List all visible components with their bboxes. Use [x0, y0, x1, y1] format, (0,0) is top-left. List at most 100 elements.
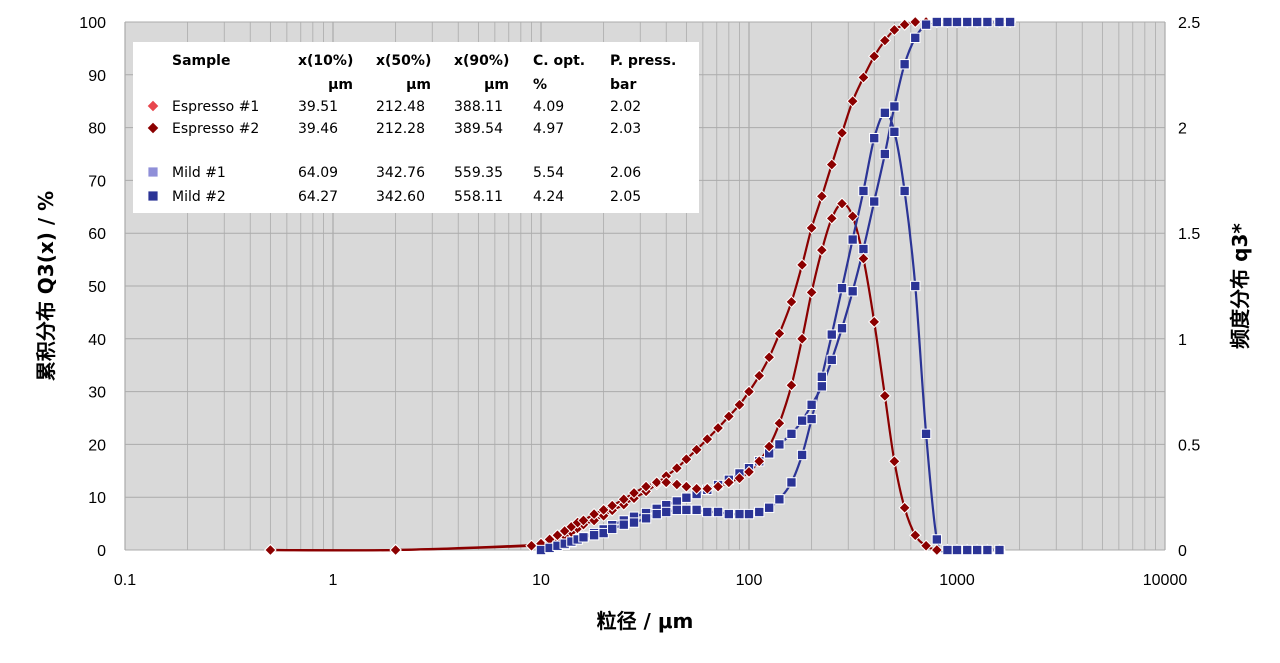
data-point-espresso-2-cumulative [815, 190, 829, 203]
data-point-mild-2-density [806, 413, 817, 425]
data-point-espresso-2-cumulative [878, 34, 892, 47]
data-point-mild-2-cumulative [910, 32, 921, 44]
data-point-espresso-2-density [617, 493, 630, 506]
data-point-mild-2-density [899, 185, 910, 197]
data-point-espresso-2-cumulative [909, 15, 922, 29]
data-point-espresso-2-density [587, 507, 601, 521]
data-point-espresso-2-cumulative [868, 50, 881, 63]
data-point-mild-2-density [796, 449, 808, 461]
data-point-espresso-2-density [733, 471, 746, 485]
data-point-mild-2-density [754, 506, 765, 518]
legend-header: x(10%) [298, 53, 353, 69]
y2-axis-title: 频度分布 q3* [1228, 223, 1252, 349]
data-point-espresso-2-density [701, 482, 714, 495]
data-point-espresso-2-cumulative [773, 327, 786, 340]
data-point-espresso-2-cumulative [680, 452, 693, 466]
data-point-espresso-2-cumulative [670, 461, 684, 475]
data-point-espresso-2-density [888, 455, 901, 468]
data-point-espresso-2-density [762, 440, 776, 453]
data-point-espresso-2-density [660, 476, 673, 489]
data-point-mild-2-cumulative [1004, 16, 1016, 28]
data-point-espresso-2-cumulative [722, 410, 736, 423]
legend-table: Sample x(10%) μm x(50%) μm x(90%) μm C. opt.% P.… [133, 42, 699, 213]
legend-header: P. press. [610, 53, 676, 69]
x-tick-label: 0.1 [114, 572, 136, 589]
data-point-espresso-2-density [919, 539, 933, 552]
data-point-espresso-2-cumulative [888, 23, 901, 37]
data-point-mild-2-density [691, 504, 702, 516]
data-point-mild-2-density [951, 544, 963, 556]
x-tick-label: 10000 [1143, 572, 1188, 589]
data-point-espresso-2-density [639, 480, 653, 493]
y-axis-title: 累积分布 Q3(x) / % [34, 191, 58, 381]
y2-tick-label: 0 [1178, 543, 1187, 560]
data-point-espresso-2-cumulative [701, 432, 714, 446]
data-point-espresso-2-density [930, 543, 944, 557]
legend-value: 559.35 [454, 165, 503, 181]
data-point-mild-2-density [962, 544, 973, 556]
data-point-mild-2-cumulative [899, 59, 910, 70]
data-point-mild-2-density [942, 544, 953, 556]
data-point-espresso-2-density [878, 389, 892, 403]
data-point-mild-2-cumulative [971, 16, 983, 28]
y-tick-label: 30 [88, 385, 106, 402]
legend-value: 212.28 [376, 121, 425, 137]
data-point-mild-2-density [971, 544, 983, 556]
data-point-espresso-2-cumulative [785, 295, 798, 309]
data-point-mild-2-density [982, 544, 993, 556]
axis-ticks: 0.1 1 10 100 1000 100000102030405060708090100… [79, 15, 1200, 589]
legend-sample-name: Espresso #1 [172, 99, 259, 115]
data-point-mild-2-density [920, 428, 932, 440]
data-point-mild-2-cumulative [671, 496, 683, 507]
legend-marker [146, 121, 160, 135]
data-point-espresso-2-density [785, 379, 798, 392]
y2-tick-label: 2.5 [1178, 15, 1200, 32]
data-point-espresso-2-cumulative [587, 514, 601, 527]
data-point-mild-2-cumulative [681, 492, 692, 503]
legend-sample-name: Mild #2 [172, 189, 226, 205]
data-point-mild-2-density [826, 329, 837, 340]
legend-header-unit: bar [610, 77, 636, 93]
legend-value: 64.09 [298, 165, 338, 181]
y2-tick-label: 2 [1178, 121, 1187, 138]
data-point-mild-2-cumulative [951, 16, 963, 28]
legend-header-unit: μm [406, 77, 431, 93]
data-point-espresso-2-cumulative [898, 18, 911, 31]
data-point-mild-2-density [671, 504, 683, 516]
legend-value: 342.60 [376, 189, 425, 205]
data-point-mild-2-density [816, 371, 828, 382]
data-point-mild-2-cumulative [786, 428, 797, 440]
legend-sample-name: Mild #1 [172, 165, 226, 181]
x-tick-label: 10 [532, 572, 550, 589]
data-point-espresso-2-density [795, 332, 809, 346]
data-point-mild-2-density [640, 513, 652, 524]
data-point-espresso-2-cumulative [825, 158, 838, 171]
data-point-mild-2-cumulative [826, 354, 837, 366]
data-point-mild-2-cumulative [879, 148, 891, 160]
legend-header-unit: μm [484, 77, 509, 93]
data-point-espresso-2-density [627, 486, 641, 500]
legend-value: 558.11 [454, 189, 503, 205]
data-point-espresso-2-density [857, 252, 870, 265]
legend-table-background [133, 42, 699, 213]
data-point-mild-2-density [774, 494, 785, 505]
data-point-espresso-2-density [264, 543, 277, 557]
legend-value: 39.46 [298, 121, 338, 137]
data-point-mild-2-density [723, 508, 735, 520]
data-point-espresso-2-density [825, 212, 838, 225]
data-point-espresso-2-density [650, 476, 663, 489]
data-point-espresso-2-density [805, 286, 818, 299]
data-point-espresso-2-cumulative [762, 351, 776, 364]
data-point-espresso-2-density [577, 514, 590, 527]
data-point-mild-2-density [847, 234, 858, 245]
data-point-mild-2-density [661, 506, 672, 518]
data-point-espresso-2-density [680, 480, 693, 493]
x-tick-label: 1 [329, 572, 338, 589]
data-point-mild-2-cumulative [816, 381, 828, 392]
data-point-mild-2-density [994, 544, 1005, 556]
data-point-mild-2-density [743, 508, 755, 520]
data-point-espresso-2-cumulative [835, 126, 849, 140]
x-tick-label: 1000 [939, 572, 975, 589]
legend-header-unit: μm [328, 77, 353, 93]
